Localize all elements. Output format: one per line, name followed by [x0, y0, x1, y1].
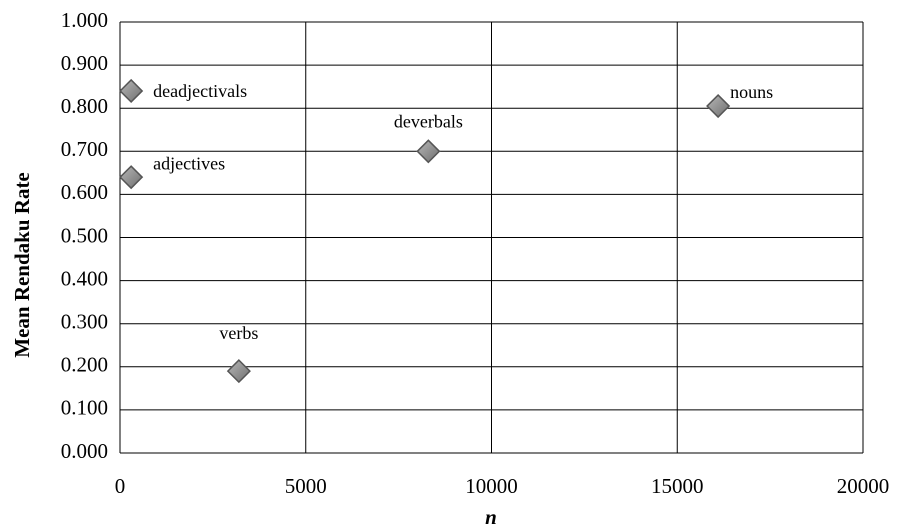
- x-tick-label: 0: [115, 474, 126, 498]
- y-tick-label: 0.700: [61, 137, 108, 161]
- data-point: [119, 165, 144, 190]
- point-label: nouns: [730, 82, 773, 102]
- x-tick-label: 15000: [651, 474, 704, 498]
- point-label: adjectives: [153, 153, 225, 173]
- y-axis-title: Mean Rendaku Rate: [10, 172, 34, 358]
- x-tick-label: 10000: [465, 474, 518, 498]
- x-tick-label: 20000: [837, 474, 890, 498]
- point-label: verbs: [219, 323, 258, 343]
- point-label: deadjectivals: [153, 81, 247, 101]
- y-tick-label: 0.800: [61, 94, 108, 118]
- data-point: [416, 139, 441, 164]
- y-tick-label: 0.200: [61, 353, 108, 377]
- x-tick-label: 5000: [285, 474, 327, 498]
- y-tick-label: 0.900: [61, 51, 108, 75]
- point-label: deverbals: [394, 111, 463, 131]
- y-tick-label: 0.000: [61, 439, 108, 463]
- y-tick-label: 1.000: [61, 8, 108, 32]
- y-tick-label: 0.400: [61, 266, 108, 290]
- x-axis-title: n: [485, 505, 497, 529]
- data-point: [226, 359, 251, 384]
- y-tick-label: 0.300: [61, 310, 108, 334]
- y-tick-label: 0.600: [61, 180, 108, 204]
- y-tick-label: 0.100: [61, 396, 108, 420]
- y-tick-label: 0.500: [61, 223, 108, 247]
- data-point: [706, 93, 731, 119]
- data-point: [119, 78, 144, 104]
